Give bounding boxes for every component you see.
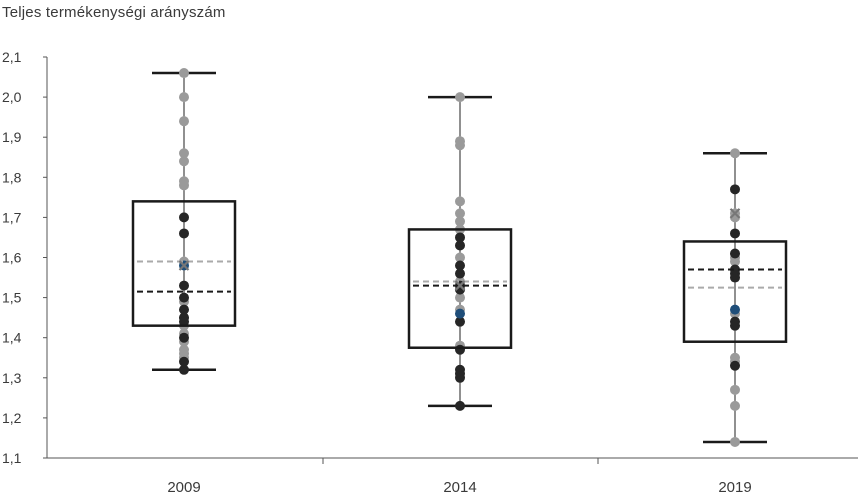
chart-title: Teljes termékenységi arányszám xyxy=(2,4,226,21)
y-tick-label: 1,4 xyxy=(2,330,22,346)
data-point-gray xyxy=(179,92,189,103)
data-point-gray xyxy=(455,92,465,103)
data-point-dark xyxy=(455,268,465,279)
data-point-dark xyxy=(455,400,465,411)
data-point-dark xyxy=(179,292,189,303)
data-point-gray xyxy=(179,156,189,167)
data-point-gray xyxy=(179,148,189,159)
x-category-label: 2009 xyxy=(167,479,200,496)
data-point-gray xyxy=(455,140,465,151)
data-point-dark xyxy=(730,228,740,239)
x-category-label: 2014 xyxy=(443,479,476,496)
data-point-gray xyxy=(179,116,189,127)
mean-marker-x xyxy=(178,260,190,271)
y-tick-label: 2,0 xyxy=(2,89,22,105)
y-tick-label: 1,3 xyxy=(2,370,22,386)
data-point-highlight xyxy=(455,308,465,319)
mean-marker-x xyxy=(454,280,466,291)
y-tick-label: 1,2 xyxy=(2,410,22,426)
data-point-gray xyxy=(730,384,740,395)
y-tick-label: 1,9 xyxy=(2,129,22,145)
data-point-gray xyxy=(730,256,740,267)
data-point-dark xyxy=(455,260,465,271)
data-point-dark xyxy=(179,280,189,291)
data-point-dark xyxy=(730,320,740,331)
data-point-dark xyxy=(179,332,189,343)
box-iqr xyxy=(682,240,788,343)
data-point-gray xyxy=(730,436,740,447)
data-point-dark xyxy=(730,272,740,283)
y-tick-label: 1,1 xyxy=(2,450,22,466)
mean-marker-x xyxy=(729,208,741,219)
data-point-dark xyxy=(179,364,189,375)
data-point-dark xyxy=(730,248,740,259)
data-point-dark xyxy=(455,344,465,355)
data-point-dark xyxy=(455,240,465,251)
data-point-gray xyxy=(730,148,740,159)
data-point-gray xyxy=(455,292,465,303)
data-point-gray xyxy=(455,216,465,227)
x-category-label: 2019 xyxy=(718,479,751,496)
data-point-gray xyxy=(179,180,189,191)
data-point-highlight xyxy=(730,304,740,315)
data-point-dark xyxy=(179,316,189,327)
y-tick-label: 1,8 xyxy=(2,169,22,185)
y-tick-label: 1,5 xyxy=(2,290,22,306)
data-point-dark xyxy=(455,232,465,243)
data-point-dark xyxy=(455,372,465,383)
data-point-gray xyxy=(455,208,465,219)
data-point-gray xyxy=(455,196,465,207)
y-tick-label: 1,7 xyxy=(2,209,22,225)
y-tick-label: 1,6 xyxy=(2,250,22,266)
data-point-gray xyxy=(179,68,189,79)
data-point-gray xyxy=(455,252,465,263)
data-point-dark xyxy=(179,228,189,239)
data-point-dark xyxy=(179,212,189,223)
data-point-dark xyxy=(730,360,740,371)
data-point-dark xyxy=(455,316,465,327)
data-point-dark xyxy=(179,356,189,367)
box-iqr xyxy=(407,228,513,349)
data-point-gray xyxy=(730,400,740,411)
data-point-dark xyxy=(730,184,740,195)
y-tick-label: 2,1 xyxy=(2,49,22,65)
data-point-dark xyxy=(179,304,189,315)
box-iqr xyxy=(131,200,237,327)
